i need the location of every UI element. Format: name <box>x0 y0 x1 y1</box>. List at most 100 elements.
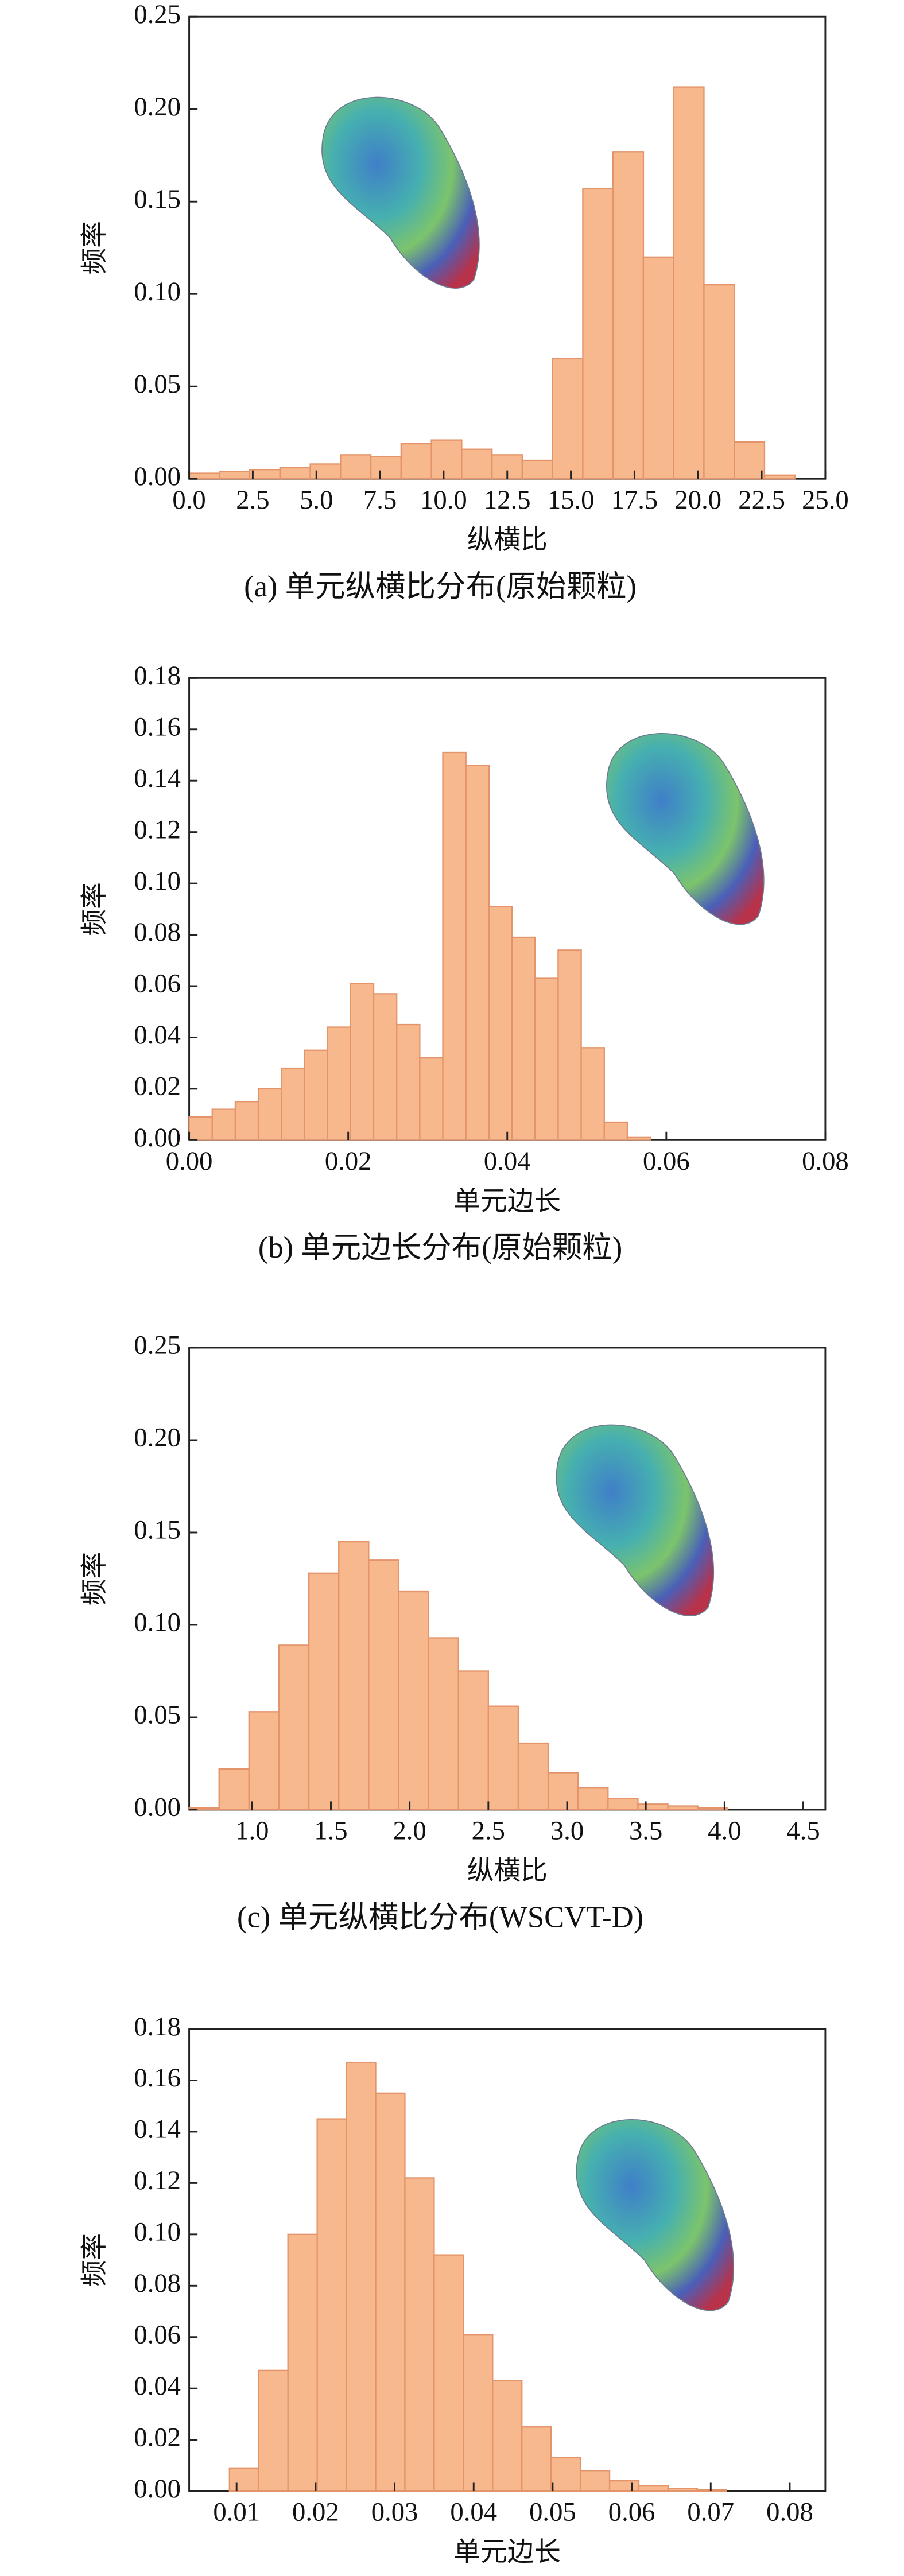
bar <box>211 1108 236 1141</box>
bar <box>248 1711 280 1811</box>
bar <box>258 2369 289 2492</box>
bar <box>511 936 536 1141</box>
y-tick-label: 0.02 <box>134 1072 181 1101</box>
bar <box>340 454 372 480</box>
bar <box>577 1787 609 1811</box>
x-tick-label: 0.02 <box>325 1146 372 1176</box>
bar <box>667 1805 699 1811</box>
x-tick-label: 0.04 <box>484 1146 531 1176</box>
bar <box>188 1116 213 1141</box>
y-tick-label: 0.10 <box>134 277 181 307</box>
bar <box>457 1670 489 1811</box>
bar <box>219 471 251 480</box>
y-tick-label: 0.20 <box>134 92 181 122</box>
bar <box>667 2488 699 2492</box>
y-tick-label: 0.15 <box>134 1515 181 1545</box>
bar <box>400 443 432 480</box>
bar <box>304 1049 328 1141</box>
y-tick-label: 0.25 <box>134 0 181 29</box>
particle-inset <box>321 96 480 289</box>
bar <box>257 1088 282 1141</box>
y-axis-label: 频率 <box>80 221 110 274</box>
y-tick-label: 0.04 <box>134 2371 181 2401</box>
x-axis-label: 纵横比 <box>467 1856 548 1886</box>
y-tick-label: 0.14 <box>134 2115 181 2144</box>
y-tick-label: 0.12 <box>134 814 181 844</box>
bar <box>517 1742 549 1811</box>
y-tick-label: 0.10 <box>134 866 181 896</box>
x-tick-label: 2.5 <box>472 1816 505 1846</box>
x-tick-label: 12.5 <box>484 485 531 515</box>
caption: (a) 单元纵横比分布(原始颗粒) <box>244 570 637 603</box>
y-tick-label: 0.02 <box>134 2422 181 2452</box>
x-tick-label: 0.02 <box>292 2497 339 2527</box>
y-tick-label: 0.08 <box>134 2268 181 2298</box>
bar <box>368 1559 399 1811</box>
x-tick-label: 5.0 <box>300 485 333 515</box>
x-axis-label: 纵横比 <box>467 525 548 555</box>
bar <box>396 1023 421 1141</box>
x-tick-label: 15.0 <box>548 485 595 515</box>
y-tick-label: 0.10 <box>134 2217 181 2247</box>
bar <box>287 2233 318 2492</box>
bar <box>370 456 402 480</box>
bar <box>442 751 467 1141</box>
y-tick-label: 0.00 <box>134 1123 181 1153</box>
bar <box>218 1768 250 1811</box>
bar <box>346 2062 377 2492</box>
bar <box>557 949 582 1141</box>
bar <box>398 1590 429 1811</box>
bar <box>327 1026 351 1141</box>
bar <box>278 1644 310 1811</box>
bar <box>316 2118 347 2492</box>
bar <box>521 459 553 480</box>
x-tick-label: 25.0 <box>802 485 849 515</box>
bar <box>673 86 705 480</box>
y-tick-label: 0.16 <box>134 712 181 742</box>
x-tick-label: 7.5 <box>363 485 397 515</box>
bar <box>428 1637 459 1811</box>
y-tick-label: 0.06 <box>134 969 181 999</box>
x-tick-label: 1.0 <box>235 1816 269 1846</box>
bar <box>579 2470 611 2492</box>
x-tick-label: 0.03 <box>371 2497 418 2527</box>
x-tick-label: 0.08 <box>766 2497 813 2527</box>
x-tick-label: 0.07 <box>687 2497 734 2527</box>
bar <box>228 2467 259 2492</box>
x-tick-label: 0.06 <box>643 1146 690 1176</box>
y-tick-label: 0.18 <box>134 2012 181 2042</box>
particle-inset <box>556 1424 715 1616</box>
x-tick-label: 1.5 <box>314 1816 347 1846</box>
bar <box>696 2489 727 2492</box>
x-axis-label: 单元边长 <box>453 2538 561 2567</box>
bar <box>463 2334 494 2492</box>
bar <box>433 2254 464 2492</box>
bar <box>582 188 614 480</box>
x-tick-label: 4.5 <box>786 1816 820 1846</box>
y-tick-label: 0.16 <box>134 2063 181 2093</box>
bar <box>637 1803 669 1811</box>
bar <box>492 2380 523 2492</box>
x-tick-label: 17.5 <box>611 485 658 515</box>
bar <box>607 1798 639 1811</box>
y-axis-label: 频率 <box>80 882 110 936</box>
bar <box>465 765 490 1141</box>
bar <box>281 1067 305 1141</box>
caption: (c) 单元纵横比分布(WSCVT-D) <box>237 1901 643 1934</box>
bar <box>404 2177 435 2492</box>
bar <box>534 977 559 1141</box>
bar <box>547 1772 579 1811</box>
bar <box>350 983 375 1141</box>
bar <box>608 2480 640 2492</box>
x-tick-label: 0.01 <box>213 2497 260 2527</box>
bar <box>419 1057 444 1141</box>
y-tick-label: 0.05 <box>134 369 181 399</box>
bar <box>279 467 311 480</box>
y-tick-label: 0.15 <box>134 184 181 214</box>
x-tick-label: 2.0 <box>393 1816 426 1846</box>
bar <box>488 906 513 1141</box>
bar <box>603 1121 628 1141</box>
y-tick-label: 0.06 <box>134 2319 181 2349</box>
bar <box>612 151 645 480</box>
bar <box>580 1047 605 1141</box>
